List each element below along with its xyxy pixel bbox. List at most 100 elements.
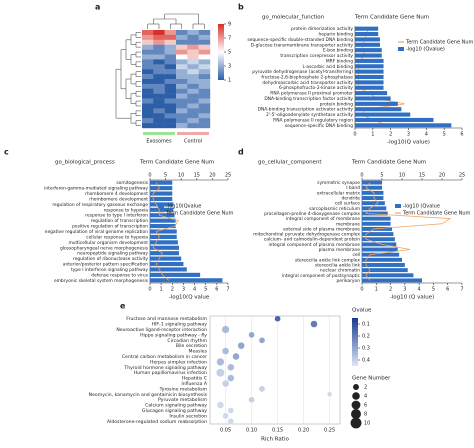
- colorbar-title: Qvalue: [352, 308, 372, 314]
- heatmap-cell: [142, 83, 154, 89]
- bar: [362, 206, 387, 211]
- heatmap-cell: [153, 54, 165, 60]
- heatmap-cell: [198, 118, 211, 124]
- category-label: rhombomere 4 development: [85, 191, 148, 197]
- category-label: type I interferon signaling pathway: [71, 267, 148, 273]
- bar: [355, 101, 398, 106]
- size-legend-mark: [351, 400, 361, 410]
- heatmap-cell: [164, 103, 177, 109]
- heatmap-cell: [164, 34, 177, 40]
- heatmap-cell: [198, 79, 211, 85]
- size-legend-title: Gene Number: [352, 376, 391, 382]
- bar: [362, 185, 382, 190]
- panel-label: a: [95, 3, 100, 12]
- category-label: integral component of membrane: [286, 216, 361, 222]
- bar: [362, 216, 391, 221]
- heatmap-cell: [198, 30, 211, 36]
- bar: [150, 180, 173, 185]
- x2-axis-label: Term Candidate Gene Num: [354, 15, 429, 21]
- heatmap-cell: [164, 74, 177, 80]
- legend-label: Term Candidate Gene Num: [402, 211, 471, 217]
- size-legend-mark: [350, 417, 362, 429]
- heatmap-cell: [164, 113, 177, 119]
- line-series: [365, 182, 452, 281]
- heatmap-cell: [198, 83, 211, 89]
- heatmap-cell: [198, 93, 211, 99]
- bar: [362, 268, 408, 273]
- x-tick-label: 0: [353, 132, 356, 138]
- x-tick-label: 0: [360, 287, 363, 293]
- category-label: Bile secretion: [176, 343, 207, 349]
- bubble: [237, 342, 245, 350]
- heatmap-cell: [164, 69, 177, 75]
- bar: [362, 232, 394, 237]
- category-label: I band: [346, 185, 360, 191]
- bar: [150, 245, 179, 250]
- bar: [355, 26, 379, 31]
- heatmap-cell: [187, 49, 199, 55]
- bar: [362, 263, 405, 267]
- heatmap-cell: [187, 108, 199, 114]
- category-label: negative regulation of viral genome repl…: [45, 229, 149, 235]
- heatmap-cell: [176, 79, 188, 85]
- bar: [362, 278, 422, 283]
- size-legend-mark: [351, 409, 361, 419]
- category-label: Central carbon metabolism in cancer: [122, 354, 207, 360]
- bar: [150, 234, 177, 239]
- size-legend-label: 8: [364, 412, 367, 418]
- category-label: RNA polymerase II proximal promoter: [270, 91, 353, 97]
- size-legend-label: 10: [364, 421, 370, 427]
- heatmap-cell: [153, 113, 165, 119]
- heatmap-cell: [176, 88, 188, 94]
- heatmap-cell: [164, 54, 177, 60]
- category-label: defense response to virus: [91, 272, 148, 278]
- category-label: nuclear chromatin: [320, 268, 360, 274]
- heatmap-cell: [187, 88, 199, 94]
- category-label: sequence-specific double-stranded DNA bi…: [247, 37, 353, 43]
- category-label: Tyrosine metabolism: [159, 386, 208, 392]
- bubble: [232, 352, 240, 361]
- category-label: somitogenesis: [116, 180, 148, 186]
- plot-area: [209, 315, 341, 425]
- heatmap-cell: [153, 103, 165, 109]
- category-label: symmetric synapse: [317, 180, 360, 186]
- heatmap-cell: [198, 49, 211, 55]
- colorbar-tick-label: 0.3: [362, 346, 370, 352]
- heatmap-cell: [164, 83, 177, 89]
- category-label: heparin binding: [318, 32, 353, 38]
- heatmap-cell: [187, 59, 199, 65]
- category-label: 6-phosphofructo-2-kinase activity: [279, 85, 353, 91]
- colorbar-tick-label: 7: [228, 36, 231, 42]
- heatmap-cell: [176, 64, 188, 70]
- heatmap-cell: [153, 34, 165, 40]
- x-tick-label: 4: [418, 287, 421, 293]
- heatmap-cell: [164, 123, 177, 129]
- heatmap-cell: [198, 44, 211, 50]
- heatmap-cell: [142, 34, 154, 40]
- heatmap-cell: [176, 113, 188, 119]
- bar: [362, 190, 384, 195]
- bar: [150, 278, 223, 283]
- x-tick-label: 5: [204, 287, 207, 293]
- heatmap-cell: [187, 123, 199, 129]
- bar: [362, 247, 398, 252]
- bubble: [258, 337, 266, 344]
- bar: [150, 191, 173, 196]
- x-tick-label: 3: [182, 287, 185, 293]
- heatmap-cell: [198, 88, 211, 94]
- legend-swatch: [398, 47, 404, 51]
- category-label: plasma membrane: [319, 247, 361, 253]
- heatmap-cell: [142, 30, 154, 36]
- category-label: regulation of respiratory gaseous exchan…: [52, 202, 148, 208]
- heatmap-cell: [176, 74, 188, 80]
- heatmap-cell: [198, 113, 211, 119]
- heatmap-cell: [153, 59, 165, 65]
- chart-title: go_molecular_function: [262, 15, 325, 21]
- bubble: [222, 347, 230, 355]
- category-label: positive regulation of transcription: [72, 224, 148, 230]
- group-bar: [177, 132, 209, 135]
- heatmap-cell: [187, 93, 199, 99]
- x2-tick-label: 15: [419, 173, 425, 179]
- heatmap-cell: [176, 34, 188, 40]
